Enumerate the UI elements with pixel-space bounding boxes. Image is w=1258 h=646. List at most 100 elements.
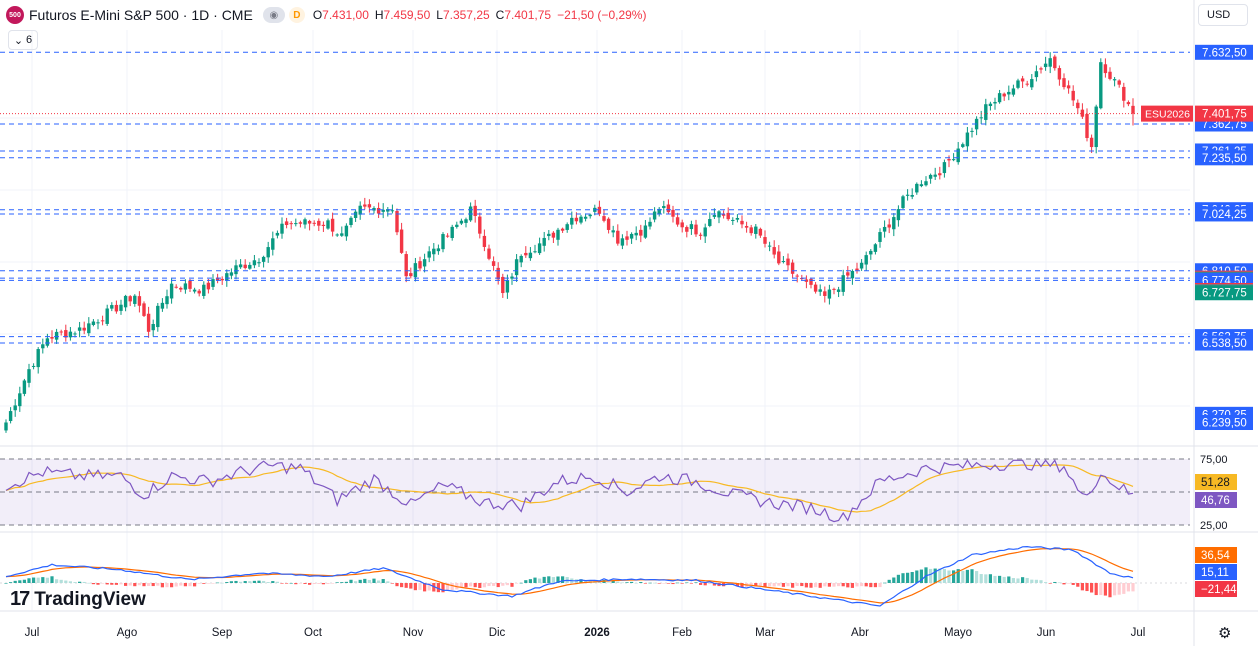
- indicators-toggle-button[interactable]: ⌄ 6: [8, 30, 38, 50]
- macd-histogram-bar: [878, 583, 882, 588]
- ohlc-values: O7.431,00 H7.459,50 L7.357,25 C7.401,75 …: [312, 8, 647, 22]
- symbol-title[interactable]: Futuros E-Mini S&P 500 · 1D · CME: [29, 7, 253, 23]
- price-tag-label: 6.538,50: [1202, 338, 1247, 350]
- candle-body: [698, 234, 703, 236]
- macd-histogram-bar: [1067, 583, 1071, 584]
- candle-body: [869, 250, 873, 255]
- candle-body: [754, 226, 758, 234]
- candle-body: [919, 184, 924, 187]
- macd-histogram-bar: [998, 575, 1002, 583]
- gear-icon[interactable]: ⚙: [1218, 625, 1232, 642]
- candle-body: [8, 411, 13, 421]
- macd-histogram-bar: [947, 570, 951, 583]
- price-tag-label: 7.235,50: [1202, 153, 1247, 165]
- candle-body: [1126, 102, 1131, 105]
- candle-body: [997, 93, 1002, 103]
- candle-body: [165, 296, 169, 305]
- candle-body: [123, 295, 128, 308]
- macd-histogram-bar: [114, 583, 118, 585]
- candle-body: [1071, 90, 1075, 101]
- candle-body: [91, 321, 96, 325]
- eye-icon[interactable]: ◉: [262, 7, 285, 23]
- macd-histogram-bar: [1117, 583, 1121, 595]
- macd-histogram-bar: [363, 578, 367, 583]
- macd-histogram-bar: [220, 582, 224, 584]
- macd-histogram-bar: [289, 582, 293, 584]
- candle-body: [142, 303, 146, 316]
- candle-body: [284, 221, 289, 226]
- candle-body: [202, 284, 206, 296]
- candle-body: [1066, 85, 1071, 89]
- candle-body: [1080, 109, 1085, 117]
- candle-body: [809, 278, 813, 285]
- candle-body: [735, 217, 740, 220]
- macd-histogram-bar: [786, 583, 790, 587]
- macd-histogram-bar: [625, 582, 629, 583]
- candle-body: [409, 273, 413, 277]
- macd-value-label: −21,44: [1201, 584, 1237, 596]
- macd-histogram-bar: [952, 570, 956, 583]
- tradingview-logo[interactable]: 17 TradingView: [10, 588, 146, 611]
- candle-body: [1016, 80, 1020, 88]
- macd-histogram-bar: [906, 572, 910, 583]
- macd-histogram-bar: [271, 581, 275, 583]
- macd-histogram-bar: [372, 578, 376, 583]
- macd-histogram-bar: [1099, 583, 1103, 596]
- macd-histogram-bar: [869, 583, 873, 588]
- macd-histogram-bar: [41, 577, 45, 583]
- candle-body: [1039, 68, 1043, 70]
- macd-histogram-bar: [735, 583, 739, 587]
- macd-histogram-bar: [1071, 583, 1075, 585]
- macd-histogram-bar: [243, 581, 247, 583]
- candle-body: [271, 238, 275, 250]
- time-axis-label: Nov: [403, 627, 424, 639]
- candle-body: [708, 219, 712, 226]
- macd-histogram-bar: [142, 583, 146, 587]
- price-tag-label: 7.632,50: [1202, 47, 1247, 59]
- macd-line: [5, 545, 1134, 607]
- candle-body: [36, 349, 40, 368]
- macd-histogram-bar: [1126, 583, 1130, 592]
- macd-histogram-bar: [639, 581, 643, 583]
- macd-histogram-bar: [170, 583, 174, 588]
- candle-body: [128, 296, 132, 302]
- symbol-tag-box: [1141, 105, 1193, 122]
- candle-body: [542, 237, 546, 246]
- candle-body: [606, 218, 611, 230]
- macd-histogram-bar: [409, 583, 413, 589]
- macd-histogram-bar: [616, 581, 620, 583]
- macd-histogram-bar: [1053, 581, 1057, 583]
- macd-histogram-bar: [823, 583, 827, 587]
- macd-histogram-bar: [1021, 577, 1025, 583]
- macd-signal-line: [5, 547, 1134, 604]
- candle-body: [689, 224, 694, 230]
- candle-body: [146, 313, 151, 332]
- candle-body: [261, 256, 266, 262]
- macd-histogram-bar: [777, 583, 781, 586]
- macd-histogram-bar: [501, 583, 505, 586]
- time-axis: Jul Ago Sep Oct Nov Dic 2026 Feb Mar Abr Mayo Jun Ju…: [25, 627, 1146, 639]
- macd-histogram-bar: [133, 583, 137, 587]
- candle-body: [1034, 71, 1039, 78]
- currency-button[interactable]: USD: [1198, 4, 1248, 26]
- candle-body: [772, 247, 776, 255]
- last-price-box: [1195, 105, 1253, 122]
- candles-group: [4, 52, 1135, 433]
- candle-body: [340, 233, 344, 236]
- rsi-value-label: 46,76: [1201, 495, 1230, 507]
- candle-body: [537, 243, 542, 254]
- macd-histogram-bar: [1108, 583, 1112, 598]
- candle-body: [583, 216, 588, 219]
- macd-histogram-bar: [36, 577, 40, 583]
- macd-histogram-bar: [119, 583, 123, 585]
- macd-histogram-bar: [708, 583, 712, 585]
- candle-body: [482, 235, 487, 247]
- delayed-badge[interactable]: D: [288, 7, 305, 23]
- macd-histogram-bar: [938, 568, 942, 583]
- candle-body: [547, 233, 551, 237]
- rsi-axis-label: 25,00: [1200, 520, 1228, 532]
- macd-histogram-bar: [492, 583, 496, 586]
- high-value: 7.459,50: [383, 8, 431, 22]
- time-axis-label: Ago: [117, 627, 137, 639]
